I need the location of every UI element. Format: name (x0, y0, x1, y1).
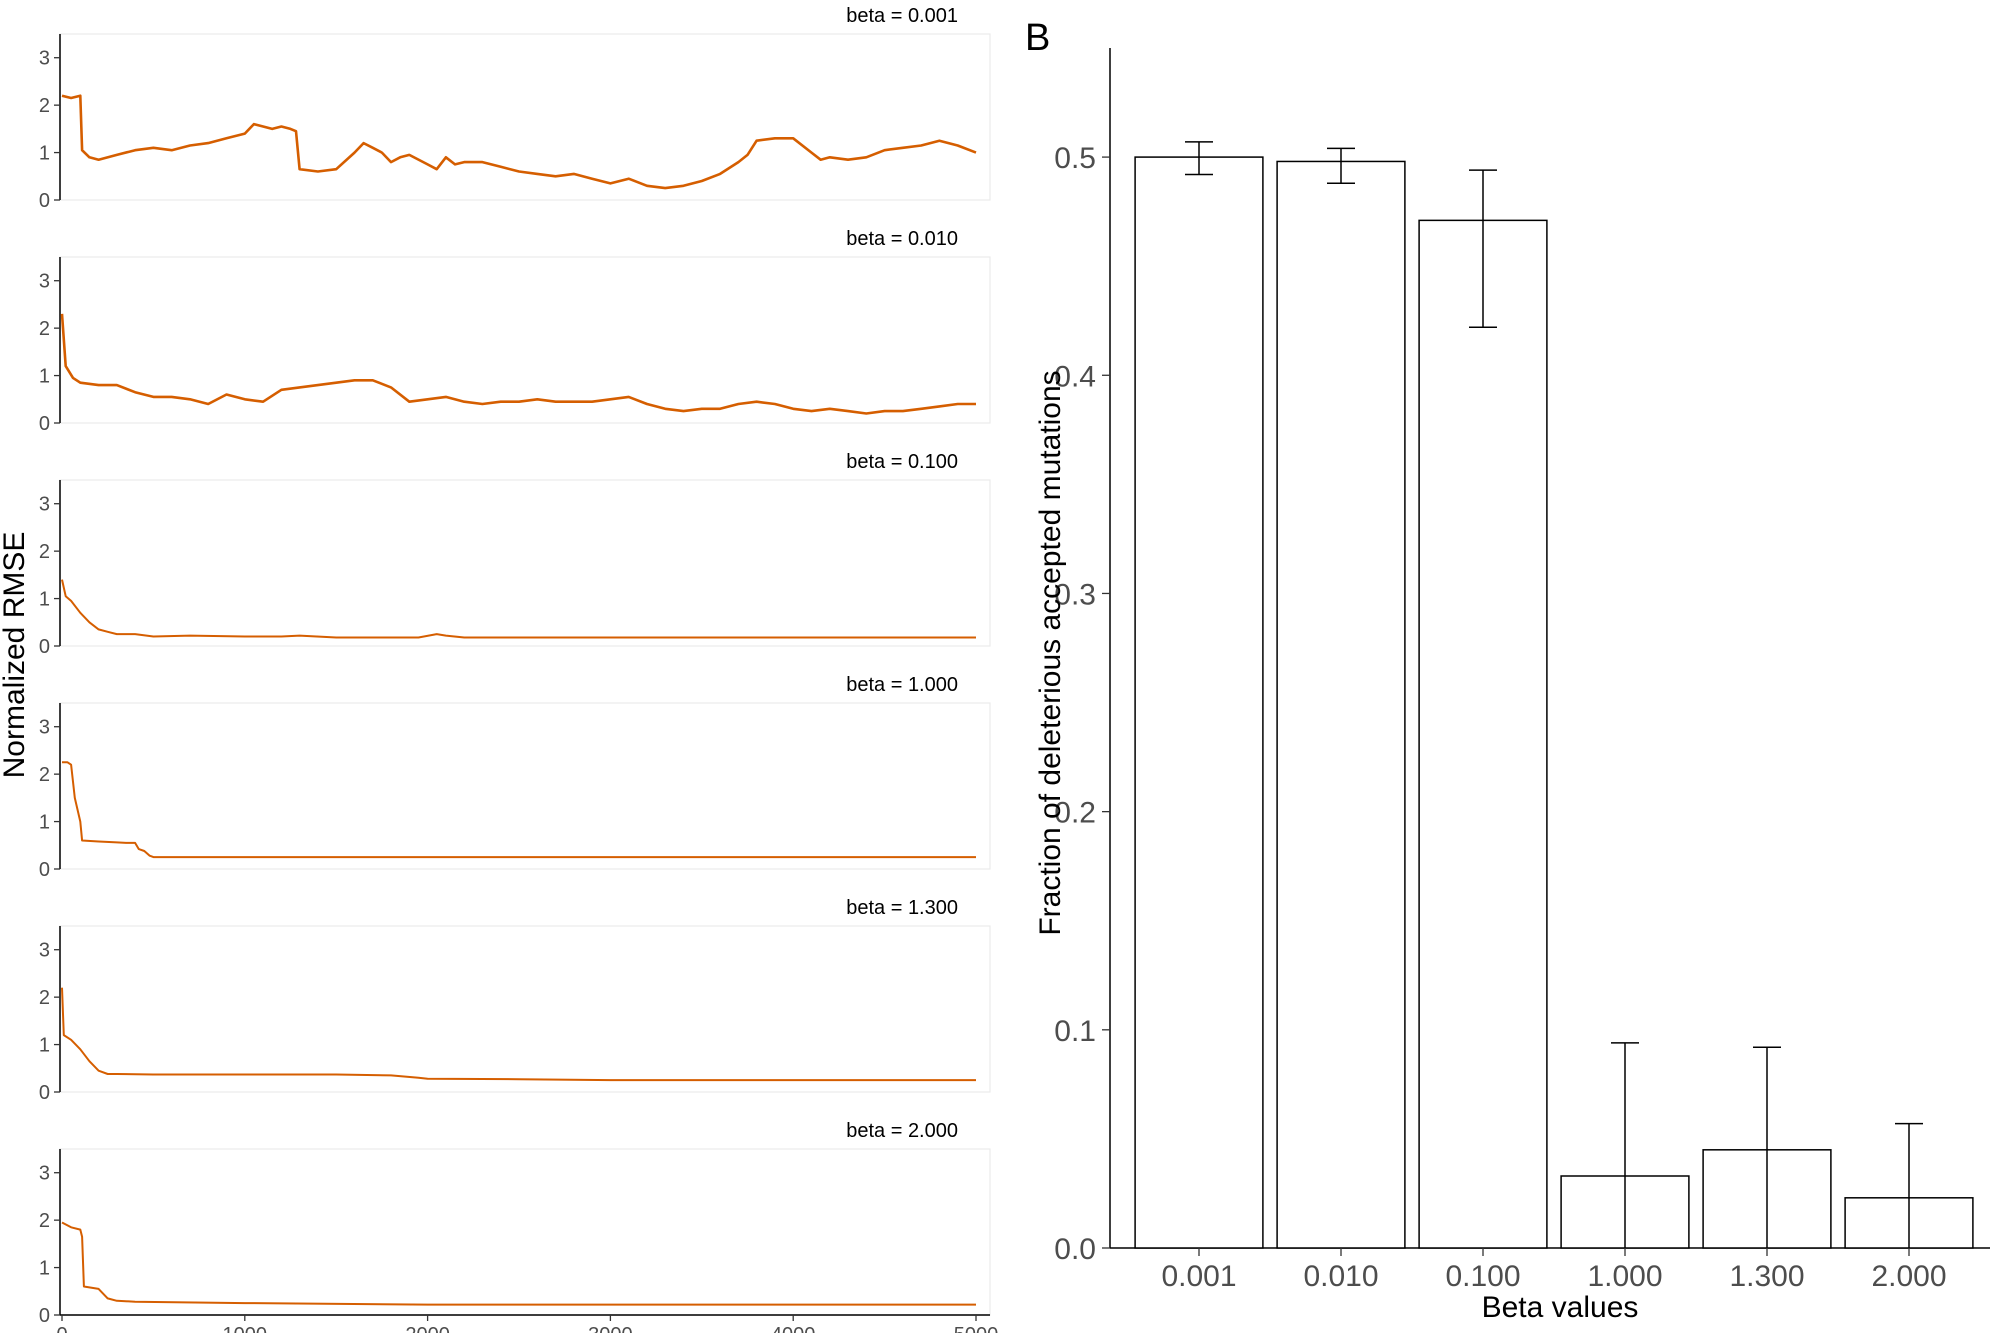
y-tick-label: 2 (39, 318, 50, 340)
y-tick-label: 3 (39, 271, 50, 293)
y-tick-label: 1 (39, 366, 50, 388)
y-tick-label: 1 (39, 589, 50, 611)
y-tick-label: 2 (39, 764, 50, 786)
facet-frame (59, 702, 991, 870)
facet-frame (59, 1148, 991, 1316)
y-tick-label: 1 (39, 143, 50, 165)
y-tick-label: 0 (39, 1305, 50, 1327)
y-tick-label: 3 (39, 940, 50, 962)
x-tick-label: 0.010 (1303, 1260, 1378, 1293)
facet-label: beta = 0.010 (846, 228, 958, 250)
x-tick-label: 0.001 (1161, 1260, 1236, 1293)
x-tick-label: 4000 (771, 1324, 816, 1333)
y-tick-label: 1 (39, 1035, 50, 1057)
facet-label: beta = 2.000 (846, 1120, 958, 1142)
y-tick-label: 2 (39, 1210, 50, 1232)
x-tick-label: 1.300 (1729, 1260, 1804, 1293)
facet-frame (59, 925, 991, 1093)
x-axis-title: Beta values (1482, 1291, 1639, 1324)
y-tick-label: 0 (39, 413, 50, 435)
facet-label: beta = 0.100 (846, 451, 958, 473)
y-axis-title: Fraction of deleterious accepted mutatio… (1034, 370, 1067, 935)
panel-a-facets: beta = 0.001 0 1 2 3 beta = 0.010 0 1 2 3 beta = 0… (0, 5, 998, 1333)
facet-label: beta = 1.300 (846, 897, 958, 919)
y-tick-label: 0.2 (1054, 797, 1096, 830)
y-tick-label: 0 (39, 1082, 50, 1104)
series-line (61, 1221, 976, 1306)
y-tick-label: 0 (39, 859, 50, 881)
y-tick-label: 0.4 (1054, 360, 1096, 393)
series-line (62, 761, 976, 859)
panel-b-bar-chart: B 0.0 0.1 0.2 0.3 0.4 0.5 0.001 0.010 0.100 1.000 1… (1025, 17, 1990, 1324)
panel-b-label: B (1025, 17, 1050, 59)
series-line (61, 987, 976, 1082)
facet-label: beta = 1.000 (846, 674, 958, 696)
y-tick-label: 2 (39, 95, 50, 117)
bar (1276, 160, 1406, 1249)
series-line (60, 313, 976, 415)
facet-frame (59, 256, 991, 424)
facet-frame (59, 33, 991, 201)
series-line (61, 94, 977, 190)
y-tick-label: 0 (39, 636, 50, 658)
y-tick-label: 2 (39, 541, 50, 563)
y-tick-label: 0.5 (1054, 142, 1096, 175)
y-tick-label: 3 (39, 1163, 50, 1185)
x-tick-label: 2000 (405, 1324, 450, 1333)
y-tick-label: 3 (39, 717, 50, 739)
y-tick-label: 0.1 (1054, 1015, 1096, 1048)
x-tick-label: 1.000 (1587, 1260, 1662, 1293)
x-tick-label: 2.000 (1871, 1260, 1946, 1293)
y-tick-label: 1 (39, 812, 50, 834)
x-tick-label: 0.100 (1445, 1260, 1520, 1293)
y-tick-label: 0.3 (1054, 578, 1096, 611)
series-line (61, 579, 976, 639)
bar (1134, 156, 1264, 1249)
x-tick-label: 5000 (954, 1324, 999, 1333)
y-tick-label: 0.0 (1054, 1233, 1096, 1266)
x-tick-label: 0 (56, 1324, 67, 1333)
facet-label: beta = 0.001 (846, 5, 958, 27)
bar (1418, 219, 1548, 1249)
y-tick-label: 0 (39, 190, 50, 212)
y-tick-label: 3 (39, 494, 50, 516)
y-tick-label: 1 (39, 1258, 50, 1280)
y-tick-label: 2 (39, 987, 50, 1009)
y-tick-label: 3 (39, 48, 50, 70)
facet-frame (59, 479, 991, 647)
y-axis-title: Normalized RMSE (0, 532, 31, 779)
